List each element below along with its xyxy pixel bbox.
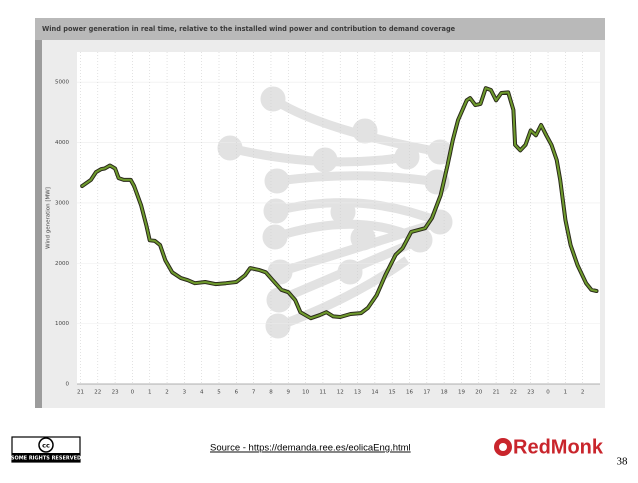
cc-badge: cc [42, 442, 50, 450]
redmonk-logo: RedMonk [494, 436, 604, 458]
cc-logo: cc SOME RIGHTS RESERVED [11, 436, 81, 463]
logo-mark-hole [499, 443, 507, 451]
x-tick-label: 17 [423, 390, 430, 396]
watermark [217, 86, 453, 339]
y-tick-label: 0 [66, 382, 70, 388]
x-tick-label: 9 [287, 390, 291, 396]
x-tick-label: 5 [217, 390, 221, 396]
y-axis-label: Wind generation [MW] [46, 187, 52, 249]
y-tick-label: 5000 [55, 80, 69, 86]
x-tick-label: 7 [252, 390, 256, 396]
y-tick-label: 4000 [55, 140, 69, 146]
line [81, 87, 598, 320]
x-tick-label: 13 [354, 390, 361, 396]
x-tick-label: 22 [510, 390, 517, 396]
x-tick-label: 16 [406, 390, 413, 396]
x-tick-label: 0 [131, 390, 135, 396]
x-tick-label: 2 [581, 390, 585, 396]
x-tick-label: 21 [77, 390, 84, 396]
x-tick-label: 14 [371, 390, 378, 396]
x-tick-label: 18 [441, 390, 448, 396]
x-tick-label: 2 [165, 390, 169, 396]
y-tick-label: 1000 [55, 321, 69, 327]
x-tick-label: 23 [112, 390, 119, 396]
x-tick-label: 12 [337, 390, 344, 396]
chart-title: Wind power generation in real time, rela… [42, 25, 456, 33]
x-tick-label: 21 [493, 390, 500, 396]
x-tick-label: 19 [458, 390, 465, 396]
x-tick-label: 0 [546, 390, 550, 396]
page-number: 38 [617, 456, 629, 468]
x-tick-label: 4 [200, 390, 204, 396]
y-tick-label: 3000 [55, 200, 69, 206]
x-tick-label: 11 [319, 390, 326, 396]
x-tick-label: 22 [94, 390, 101, 396]
title-bar [35, 18, 605, 40]
y-tick-label: 2000 [55, 261, 69, 267]
cc-text: SOME RIGHTS RESERVED [11, 456, 81, 462]
x-tick-label: 20 [475, 390, 482, 396]
x-tick-label: 23 [527, 390, 534, 396]
cc-band [12, 453, 80, 462]
x-tick-label: 1 [148, 390, 152, 396]
x-tick-label: 15 [389, 390, 396, 396]
x-tick-label: 6 [235, 390, 239, 396]
x-tick-label: 1 [564, 390, 568, 396]
cc-circle [38, 437, 54, 453]
x-tick-label: 3 [183, 390, 187, 396]
side-strip [35, 40, 42, 408]
logo-text: RedMonk [513, 436, 604, 458]
x-tick-label: 10 [302, 390, 309, 396]
x-tick-label: 8 [269, 390, 273, 396]
source-link[interactable]: Source - https://demanda.ree.es/eolicaEn… [210, 443, 411, 454]
